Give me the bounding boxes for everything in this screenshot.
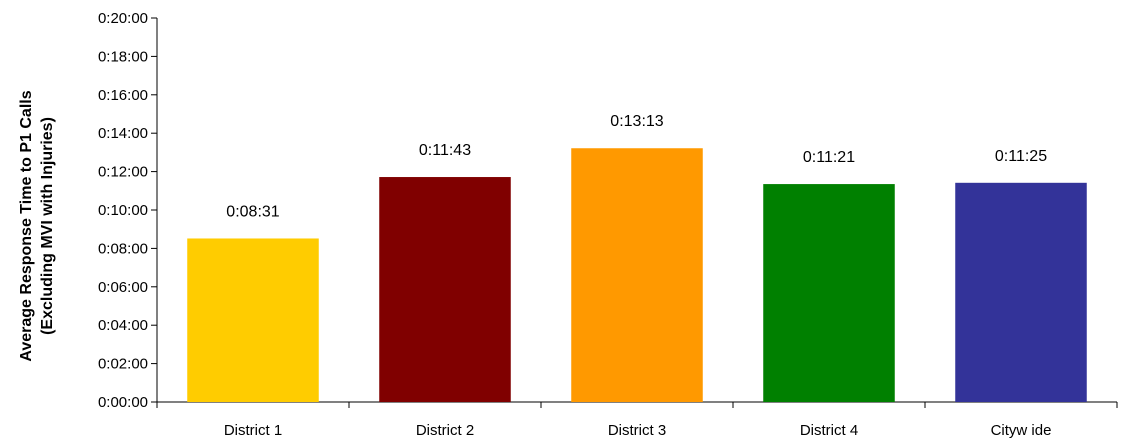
x-category-label: District 3 [608, 422, 666, 439]
x-category-label: District 1 [224, 422, 282, 439]
y-tick-label: 0:00:00 [98, 394, 148, 411]
y-axis-title-line-1: Average Response Time to P1 Calls [18, 90, 35, 361]
x-category-label: Cityw ide [991, 422, 1052, 439]
y-tick-label: 0:10:00 [98, 202, 148, 219]
bar [187, 238, 319, 402]
y-axis-title-line-2: (Excluding MVI with Injuries) [39, 117, 56, 335]
bar [763, 184, 895, 402]
y-tick-label: 0:18:00 [98, 48, 148, 65]
y-tick-label: 0:08:00 [98, 240, 148, 257]
y-axis-title: Average Response Time to P1 Calls (Exclu… [18, 90, 56, 361]
y-tick-label: 0:16:00 [98, 87, 148, 104]
y-tick-label: 0:20:00 [98, 10, 148, 27]
x-category-label: District 2 [416, 422, 474, 439]
y-tick-label: 0:02:00 [98, 356, 148, 373]
y-tick-label: 0:06:00 [98, 279, 148, 296]
bar-value-label: 0:11:43 [419, 142, 471, 159]
bar-value-label: 0:11:21 [803, 149, 855, 166]
x-category-label: District 4 [800, 422, 858, 439]
bar [379, 177, 511, 402]
bar-value-label: 0:11:25 [995, 148, 1047, 165]
bar [571, 148, 703, 402]
y-tick-label: 0:12:00 [98, 164, 148, 181]
plot-area: 0:00:00 0:02:00 0:04:00 0:06:00 0:08:00 0:10:… [98, 10, 1118, 439]
bar-value-label: 0:08:31 [226, 203, 279, 220]
bar [955, 182, 1087, 402]
y-tick-label: 0:04:00 [98, 317, 148, 334]
y-tick-label: 0:14:00 [98, 125, 148, 142]
bar-value-label: 0:13:13 [610, 113, 663, 130]
